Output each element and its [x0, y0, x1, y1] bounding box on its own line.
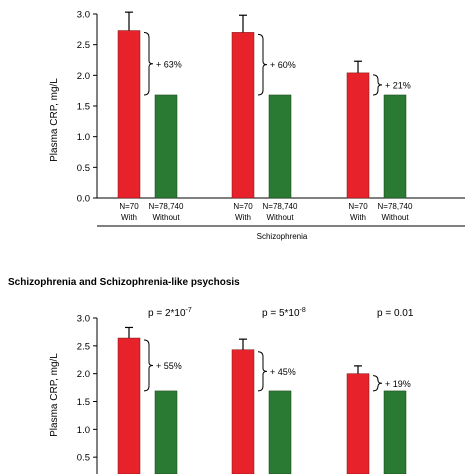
bar-with	[231, 32, 255, 199]
y-tick-label: 0.0	[77, 194, 90, 205]
increase-label: + 55%	[156, 361, 182, 371]
bar-without	[154, 94, 178, 199]
with-label: With	[350, 213, 366, 222]
bar-without	[383, 390, 407, 474]
y-tick-label: 1.0	[77, 425, 90, 436]
n-with-label: N=70	[119, 202, 139, 211]
bar-with	[117, 337, 141, 474]
bar-without	[268, 390, 292, 474]
increase-brace	[143, 32, 154, 96]
y-axis-label: Plasma CRP, mg/L	[49, 353, 60, 437]
group-label: Schizophrenia	[257, 232, 308, 241]
y-tick-label: 3.0	[77, 10, 90, 21]
y-tick-label: 0.5	[77, 453, 90, 464]
y-axis-label: Plasma CRP, mg/L	[49, 78, 60, 162]
increase-brace	[372, 375, 383, 392]
without-label: Without	[152, 213, 180, 222]
increase-label: + 21%	[385, 80, 411, 90]
increase-label: + 19%	[385, 379, 411, 389]
with-label: With	[121, 213, 137, 222]
y-tick-label: 1.0	[77, 132, 90, 143]
n-without-label: N=78,740	[263, 202, 298, 211]
y-tick-label: 1.5	[77, 397, 90, 408]
p-value-label: p = 0.01	[377, 308, 414, 319]
n-without-label: N=78,740	[149, 202, 184, 211]
bar-without	[383, 94, 407, 199]
y-tick-label: 1.5	[77, 102, 90, 113]
y-tick-label: 0.5	[77, 163, 90, 174]
increase-brace	[257, 33, 268, 96]
y-tick-label: 2.5	[77, 40, 90, 51]
y-tick-label: 2.5	[77, 341, 90, 352]
p-value-label: p = 5*10-8	[262, 307, 306, 319]
increase-label: + 45%	[270, 367, 296, 377]
without-label: Without	[266, 213, 294, 222]
y-tick-label: 2.0	[77, 71, 90, 82]
p-value-exponent: -7	[186, 307, 192, 314]
p-value-label: p = 2*10-7	[148, 307, 192, 319]
increase-brace	[143, 339, 154, 392]
chart-title: Schizophrenia and Schizophrenia-like psy…	[8, 277, 240, 288]
bar-with	[346, 72, 370, 199]
p-value-base: p = 5*10	[262, 308, 300, 319]
bar-without	[268, 94, 292, 199]
increase-label: + 60%	[270, 60, 296, 70]
n-with-label: N=70	[348, 202, 368, 211]
p-value-exponent: -8	[300, 307, 306, 314]
with-label: With	[235, 213, 251, 222]
bar-without	[154, 390, 178, 474]
y-tick-label: 3.0	[77, 314, 90, 325]
increase-brace	[372, 74, 383, 96]
p-value-base: p = 0.01	[377, 308, 414, 319]
bar-with	[117, 30, 141, 199]
n-without-label: N=78,740	[378, 202, 413, 211]
chart-panel-2: 0.5 1.0 1.5 2.0 2.5 3.0 Plasma CRP, mg/L Schizo…	[8, 277, 414, 474]
increase-label: + 63%	[156, 59, 182, 69]
chart-panel-1: 0.0 0.5 1.0 1.5 2.0 2.5 3.0 Plasma CRP, mg/L + 6…	[49, 10, 465, 241]
bar-with	[231, 349, 255, 474]
without-label: Without	[381, 213, 409, 222]
n-with-label: N=70	[233, 202, 253, 211]
bar-with	[346, 373, 370, 474]
increase-brace	[257, 351, 268, 392]
y-tick-label: 2.0	[77, 369, 90, 380]
p-value-base: p = 2*10	[148, 308, 186, 319]
